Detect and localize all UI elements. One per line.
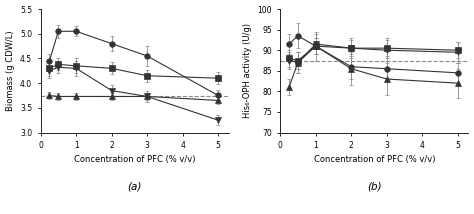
X-axis label: Concentration of PFC (% v/v): Concentration of PFC (% v/v) [313, 155, 435, 164]
X-axis label: Concentration of PFC (% v/v): Concentration of PFC (% v/v) [74, 155, 195, 164]
Text: (a): (a) [128, 182, 142, 192]
Y-axis label: His₆-OPH activity (U/g): His₆-OPH activity (U/g) [243, 23, 252, 118]
Text: (b): (b) [367, 182, 382, 192]
Y-axis label: Biomass (g CDW/L): Biomass (g CDW/L) [6, 30, 15, 111]
